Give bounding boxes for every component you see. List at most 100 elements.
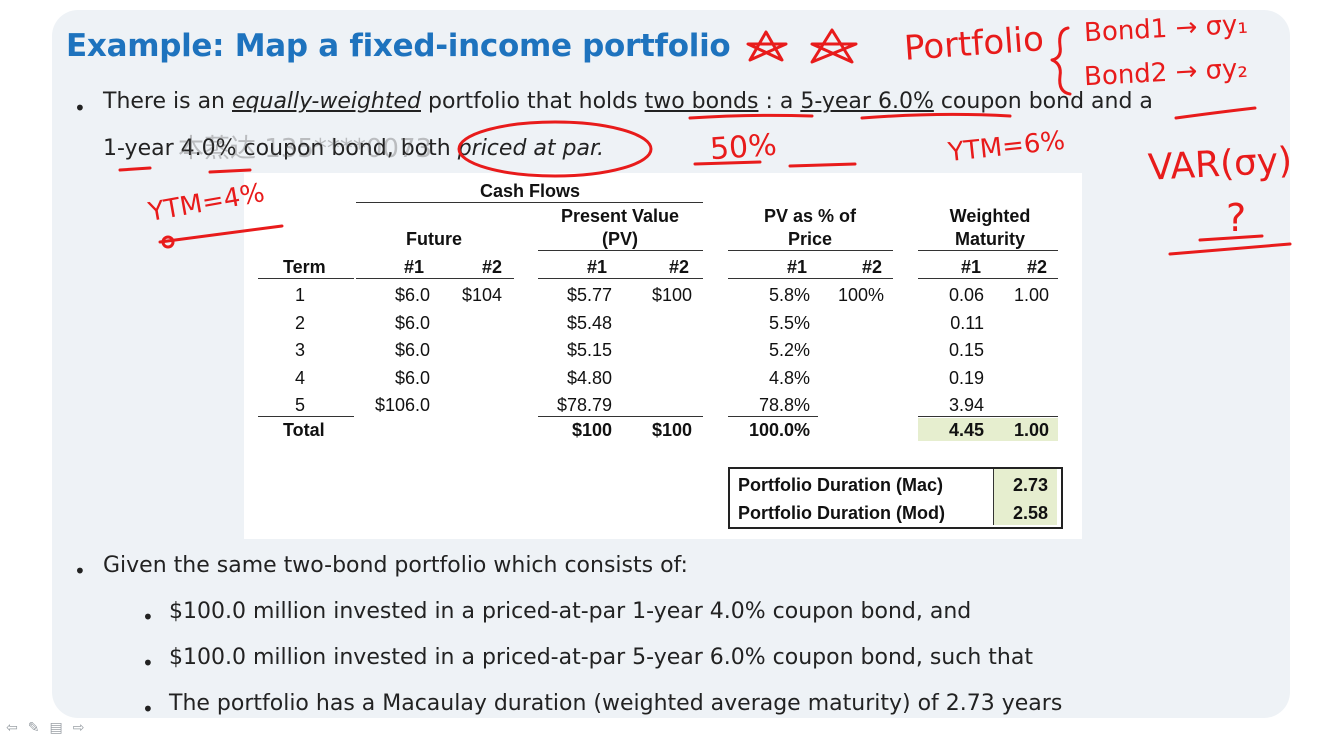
bullet-text: portfolio that holds bbox=[421, 89, 645, 114]
table-cell-f1: $6.0 bbox=[394, 340, 430, 360]
header-pct-line1: PV as % of bbox=[763, 206, 857, 226]
rule bbox=[356, 202, 703, 203]
header-pv-line1: Present Value bbox=[560, 206, 680, 226]
table-cell-p2: 100% bbox=[837, 285, 884, 305]
pointer-dot bbox=[161, 235, 175, 249]
star-icon bbox=[746, 30, 788, 62]
bullet-text: There is an bbox=[103, 89, 232, 114]
table-cell-p1: 5.2% bbox=[768, 340, 810, 360]
header-wm-line2: Maturity bbox=[954, 229, 1025, 249]
table-cell-term: 3 bbox=[294, 340, 305, 360]
bullet-emphasis: equally-weighted bbox=[232, 89, 421, 114]
table-cell-pv2: $100 bbox=[651, 285, 692, 305]
col-pv-2: #2 bbox=[669, 257, 690, 277]
col-pct-2: #2 bbox=[862, 257, 883, 277]
back-icon[interactable]: ⇦ bbox=[6, 720, 18, 736]
bullet-text: : a bbox=[758, 89, 801, 114]
table-cell-term: 2 bbox=[294, 313, 305, 333]
table-cell-f1: $6.0 bbox=[394, 368, 430, 388]
table-cell-pv1: $4.80 bbox=[566, 368, 612, 388]
bullet-text: coupon bond and a bbox=[933, 89, 1153, 114]
sub-bullet-dot: • bbox=[142, 651, 154, 675]
annotation-fifty-percent: 50% bbox=[708, 127, 778, 168]
table-cell-term: 5 bbox=[294, 395, 305, 415]
bullet-text: 1-year 4.0% coupon bond, both bbox=[103, 136, 458, 161]
table-cell-w2: 1.00 bbox=[1013, 285, 1049, 305]
col-wm-2: #2 bbox=[1027, 257, 1048, 277]
table-cell-w1: 0.11 bbox=[950, 313, 984, 333]
table-cell-pv1: $5.15 bbox=[566, 340, 612, 360]
presentation-toolbar: ⇦ ✎ ▤ ⇨ bbox=[6, 720, 94, 736]
total-wm-1: 4.45 bbox=[948, 420, 984, 440]
table-cell-pv1: $78.79 bbox=[556, 395, 612, 415]
watermark: 本蒸达 135****0073 bbox=[178, 134, 433, 164]
bullet-1-line-2: 1-year 4.0% coupon bond, both priced at … bbox=[103, 136, 604, 161]
bullet-dot: • bbox=[74, 96, 86, 120]
menu-icon[interactable]: ▤ bbox=[49, 720, 63, 736]
header-future: Future bbox=[406, 229, 462, 249]
total-pv-1: $100 bbox=[571, 420, 612, 440]
table-cell-p1: 78.8% bbox=[758, 395, 810, 415]
table-cell-pv1: $5.77 bbox=[566, 285, 612, 305]
col-future-1: #1 bbox=[404, 257, 425, 277]
total-label: Total bbox=[283, 420, 325, 440]
rule bbox=[258, 416, 354, 417]
slide-title: Example: Map a fixed-income portfolio bbox=[66, 28, 731, 64]
pen-icon[interactable]: ✎ bbox=[27, 720, 40, 736]
table-cell-f1: $6.0 bbox=[394, 313, 430, 333]
rule bbox=[728, 250, 893, 251]
bullet-1-line-1: There is an equally-weighted portfolio t… bbox=[103, 89, 1153, 114]
table-cell-f1: $106.0 bbox=[374, 395, 430, 415]
star-icon bbox=[810, 28, 858, 64]
forward-icon[interactable]: ⇨ bbox=[72, 720, 85, 736]
table-cell-p1: 4.8% bbox=[768, 368, 810, 388]
duration-mod-value: 2.58 bbox=[1012, 503, 1048, 523]
col-future-2: #2 bbox=[482, 257, 503, 277]
table-cell-w1: 3.94 bbox=[948, 395, 984, 415]
table-cell-f2: $104 bbox=[461, 285, 502, 305]
table-cell-p1: 5.5% bbox=[768, 313, 810, 333]
rule bbox=[538, 278, 703, 279]
duration-mac-value: 2.73 bbox=[1012, 475, 1048, 495]
rule bbox=[538, 416, 703, 417]
rule bbox=[356, 278, 514, 279]
total-highlight bbox=[918, 418, 1058, 441]
bullet-two-bonds: two bonds bbox=[644, 89, 759, 114]
circle-mark bbox=[457, 120, 653, 178]
rule bbox=[918, 416, 1058, 417]
col-pct-1: #1 bbox=[787, 257, 808, 277]
header-wm-line1: Weighted bbox=[949, 206, 1031, 226]
table-cell-p1: 5.8% bbox=[768, 285, 810, 305]
rule bbox=[258, 278, 354, 279]
annotation-var: VAR(σy) bbox=[1147, 140, 1294, 189]
total-pct-1: 100.0% bbox=[748, 420, 810, 440]
rule bbox=[728, 416, 818, 417]
header-pv-line2: (PV) bbox=[602, 229, 638, 249]
header-cash-flows: Cash Flows bbox=[479, 181, 581, 201]
bullet-2: Given the same two-bond portfolio which … bbox=[103, 553, 688, 578]
table-cell-term: 4 bbox=[294, 368, 305, 388]
header-pct-line2: Price bbox=[787, 229, 833, 249]
sub-bullet-2: $100.0 million invested in a priced-at-p… bbox=[169, 645, 1033, 670]
bullet-priced-at-par: priced at par. bbox=[457, 136, 604, 161]
col-pv-1: #1 bbox=[587, 257, 608, 277]
rule bbox=[538, 250, 703, 251]
duration-mod-label: Portfolio Duration (Mod) bbox=[738, 503, 945, 523]
rule bbox=[918, 278, 1058, 279]
table-cell-term: 1 bbox=[294, 285, 305, 305]
table-cell-f1: $6.0 bbox=[394, 285, 430, 305]
rule bbox=[728, 278, 893, 279]
table-cell-w1: 0.06 bbox=[948, 285, 984, 305]
duration-highlight bbox=[993, 469, 1057, 525]
col-wm-1: #1 bbox=[961, 257, 982, 277]
rule bbox=[993, 469, 994, 525]
bullet-dot: • bbox=[74, 559, 86, 583]
table-cell-w1: 0.19 bbox=[948, 368, 984, 388]
duration-mac-label: Portfolio Duration (Mac) bbox=[738, 475, 943, 495]
sub-bullet-1: $100.0 million invested in a priced-at-p… bbox=[169, 599, 972, 624]
bullet-five-year: 5-year 6.0% bbox=[800, 89, 934, 114]
sub-bullet-dot: • bbox=[142, 605, 154, 629]
table-cell-pv1: $5.48 bbox=[566, 313, 612, 333]
sub-bullet-3: The portfolio has a Macaulay duration (w… bbox=[169, 691, 1063, 716]
